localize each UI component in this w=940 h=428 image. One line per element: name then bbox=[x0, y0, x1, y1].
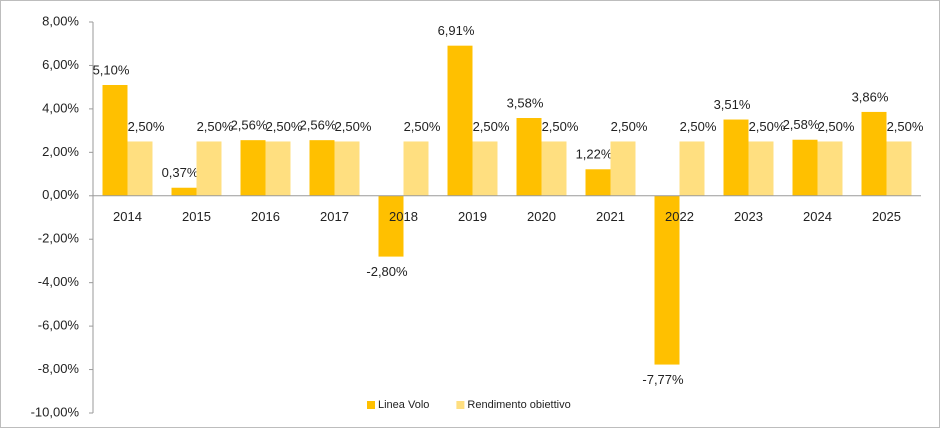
bar bbox=[654, 195, 680, 365]
data-label: 2,50% bbox=[818, 119, 855, 134]
data-label: 2,50% bbox=[128, 119, 165, 134]
y-tick-label: 8,00% bbox=[42, 13, 79, 28]
y-tick-label: 2,00% bbox=[42, 144, 79, 159]
x-tick-label: 2023 bbox=[734, 209, 763, 224]
data-label: 3,86% bbox=[852, 89, 889, 104]
data-label: 2,50% bbox=[404, 119, 441, 134]
legend-swatch bbox=[367, 401, 375, 409]
bar bbox=[378, 195, 404, 257]
data-label: 5,10% bbox=[93, 62, 130, 77]
bar bbox=[447, 45, 473, 196]
bar bbox=[265, 141, 291, 196]
y-tick-label: -6,00% bbox=[38, 318, 80, 333]
data-label: 2,56% bbox=[300, 118, 337, 133]
bar bbox=[817, 141, 843, 196]
bar bbox=[403, 141, 429, 196]
data-label: 2,50% bbox=[197, 119, 234, 134]
data-label: 2,50% bbox=[266, 119, 303, 134]
y-tick-label: -10,00% bbox=[31, 404, 80, 419]
bar bbox=[196, 141, 222, 196]
x-tick-label: 2015 bbox=[182, 209, 211, 224]
bar bbox=[723, 119, 749, 196]
bar bbox=[792, 139, 818, 196]
data-label: 3,51% bbox=[714, 97, 751, 112]
legend-label: Rendimento obiettivo bbox=[467, 399, 570, 411]
x-tick-label: 2018 bbox=[389, 209, 418, 224]
data-label: 2,56% bbox=[231, 118, 268, 133]
bar bbox=[610, 141, 636, 196]
bar bbox=[472, 141, 498, 196]
data-label: 2,58% bbox=[783, 117, 820, 132]
bar bbox=[748, 141, 774, 196]
bar bbox=[171, 187, 197, 196]
data-label: 3,58% bbox=[507, 95, 544, 110]
bar bbox=[516, 118, 542, 196]
y-tick-label: 4,00% bbox=[42, 100, 79, 115]
y-tick-label: -4,00% bbox=[38, 274, 80, 289]
data-label: 2,50% bbox=[680, 119, 717, 134]
bar bbox=[309, 140, 335, 196]
data-label: 6,91% bbox=[438, 23, 475, 38]
x-tick-label: 2025 bbox=[872, 209, 901, 224]
x-tick-label: 2024 bbox=[803, 209, 832, 224]
legend-label: Linea Volo bbox=[378, 399, 429, 411]
bar bbox=[541, 141, 567, 196]
x-tick-label: 2019 bbox=[458, 209, 487, 224]
bar bbox=[127, 141, 153, 196]
y-tick-label: -8,00% bbox=[38, 361, 80, 376]
data-label: 2,50% bbox=[611, 119, 648, 134]
data-label: 2,50% bbox=[887, 119, 924, 134]
y-tick-label: 0,00% bbox=[42, 187, 79, 202]
legend-swatch bbox=[456, 401, 465, 409]
data-label: 2,50% bbox=[749, 119, 786, 134]
y-tick-label: -2,00% bbox=[38, 231, 80, 246]
bar bbox=[679, 141, 705, 196]
y-tick-label: 6,00% bbox=[42, 57, 79, 72]
data-label: 1,22% bbox=[576, 147, 613, 162]
x-tick-label: 2022 bbox=[665, 209, 694, 224]
data-label: 0,37% bbox=[162, 165, 199, 180]
data-label: 2,50% bbox=[542, 119, 579, 134]
bar bbox=[102, 84, 128, 196]
x-tick-label: 2021 bbox=[596, 209, 625, 224]
bar bbox=[861, 111, 887, 196]
x-tick-label: 2017 bbox=[320, 209, 349, 224]
data-label: -2,80% bbox=[366, 264, 408, 279]
data-label: 2,50% bbox=[335, 119, 372, 134]
data-label: -7,77% bbox=[642, 372, 684, 387]
x-tick-label: 2016 bbox=[251, 209, 280, 224]
x-tick-label: 2020 bbox=[527, 209, 556, 224]
bar bbox=[334, 141, 360, 196]
bar bbox=[585, 169, 611, 196]
x-tick-label: 2014 bbox=[113, 209, 142, 224]
bar bbox=[886, 141, 912, 196]
bar bbox=[240, 140, 266, 196]
data-label: 2,50% bbox=[473, 119, 510, 134]
